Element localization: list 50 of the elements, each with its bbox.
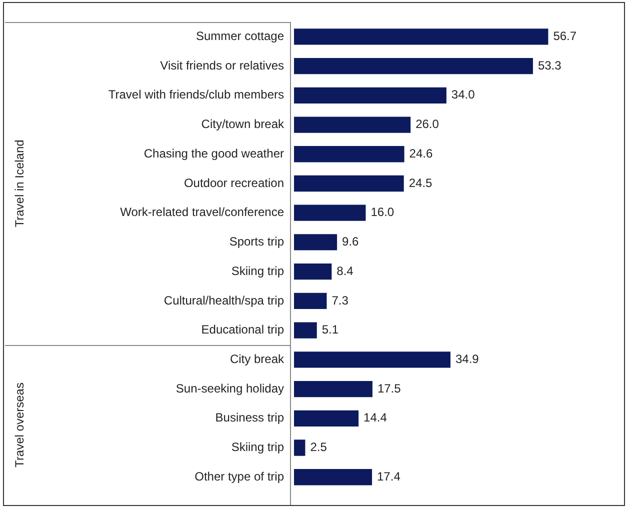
data-label: 17.5 (377, 381, 402, 396)
bar (294, 264, 332, 280)
bar (294, 469, 372, 486)
y-tick-label: City/town break (201, 117, 285, 132)
y-tick-label: Outdoor recreation (184, 176, 284, 190)
text: Travel overseas (12, 382, 26, 468)
data-label: 24.5 (408, 176, 433, 190)
y-tick-label: Business trip (215, 410, 284, 425)
y-tick-label: Summer cottage (196, 28, 284, 43)
bar (294, 410, 359, 426)
bar (294, 146, 404, 162)
data-label: 17.4 (377, 469, 401, 484)
data-label: 7.3 (332, 293, 349, 308)
y-tick-label: Work-related travel/conference (120, 205, 284, 220)
bar (294, 234, 338, 250)
data-label: 26.0 (416, 117, 440, 132)
bar (294, 28, 548, 45)
data-label: 14.4 (364, 410, 388, 425)
bar (294, 380, 372, 398)
y-tick-label: City break (230, 352, 285, 366)
bar (294, 322, 317, 338)
y-tick-label: Skiing trip (231, 440, 284, 454)
bar (294, 204, 366, 221)
bar (294, 87, 446, 104)
data-label: 34.9 (455, 352, 480, 366)
y-tick-label: Chasing the good weather (144, 146, 284, 160)
y-tick-label: Travel with friends/club members (108, 88, 284, 102)
data-label: 34.0 (451, 88, 476, 102)
y-tick-label: Educational trip (201, 322, 284, 337)
data-label: 8.4 (336, 264, 354, 278)
text: Travel in Iceland (12, 140, 26, 228)
bar (294, 440, 306, 456)
y-tick-label: Cultural/health/spa trip (164, 293, 284, 308)
bar (294, 58, 533, 74)
y-tick-label: Other type of trip (194, 469, 284, 484)
data-label: 5.1 (322, 322, 339, 337)
y-tick-label: Skiing trip (231, 264, 284, 278)
data-label: 24.6 (409, 146, 433, 160)
y-tick-label: Sports trip (229, 234, 284, 249)
data-label: 2.5 (310, 440, 328, 454)
bar (294, 352, 450, 368)
bar (294, 292, 327, 310)
y-tick-label: Sun-seeking holiday (176, 381, 284, 396)
y-tick-label: Visit friends or relatives (160, 58, 284, 72)
bar (294, 116, 411, 133)
data-label: 16.0 (370, 205, 394, 220)
data-label: 9.6 (342, 234, 360, 249)
bar (294, 175, 404, 192)
data-label: 56.7 (553, 28, 577, 43)
data-label: 53.3 (538, 58, 562, 72)
